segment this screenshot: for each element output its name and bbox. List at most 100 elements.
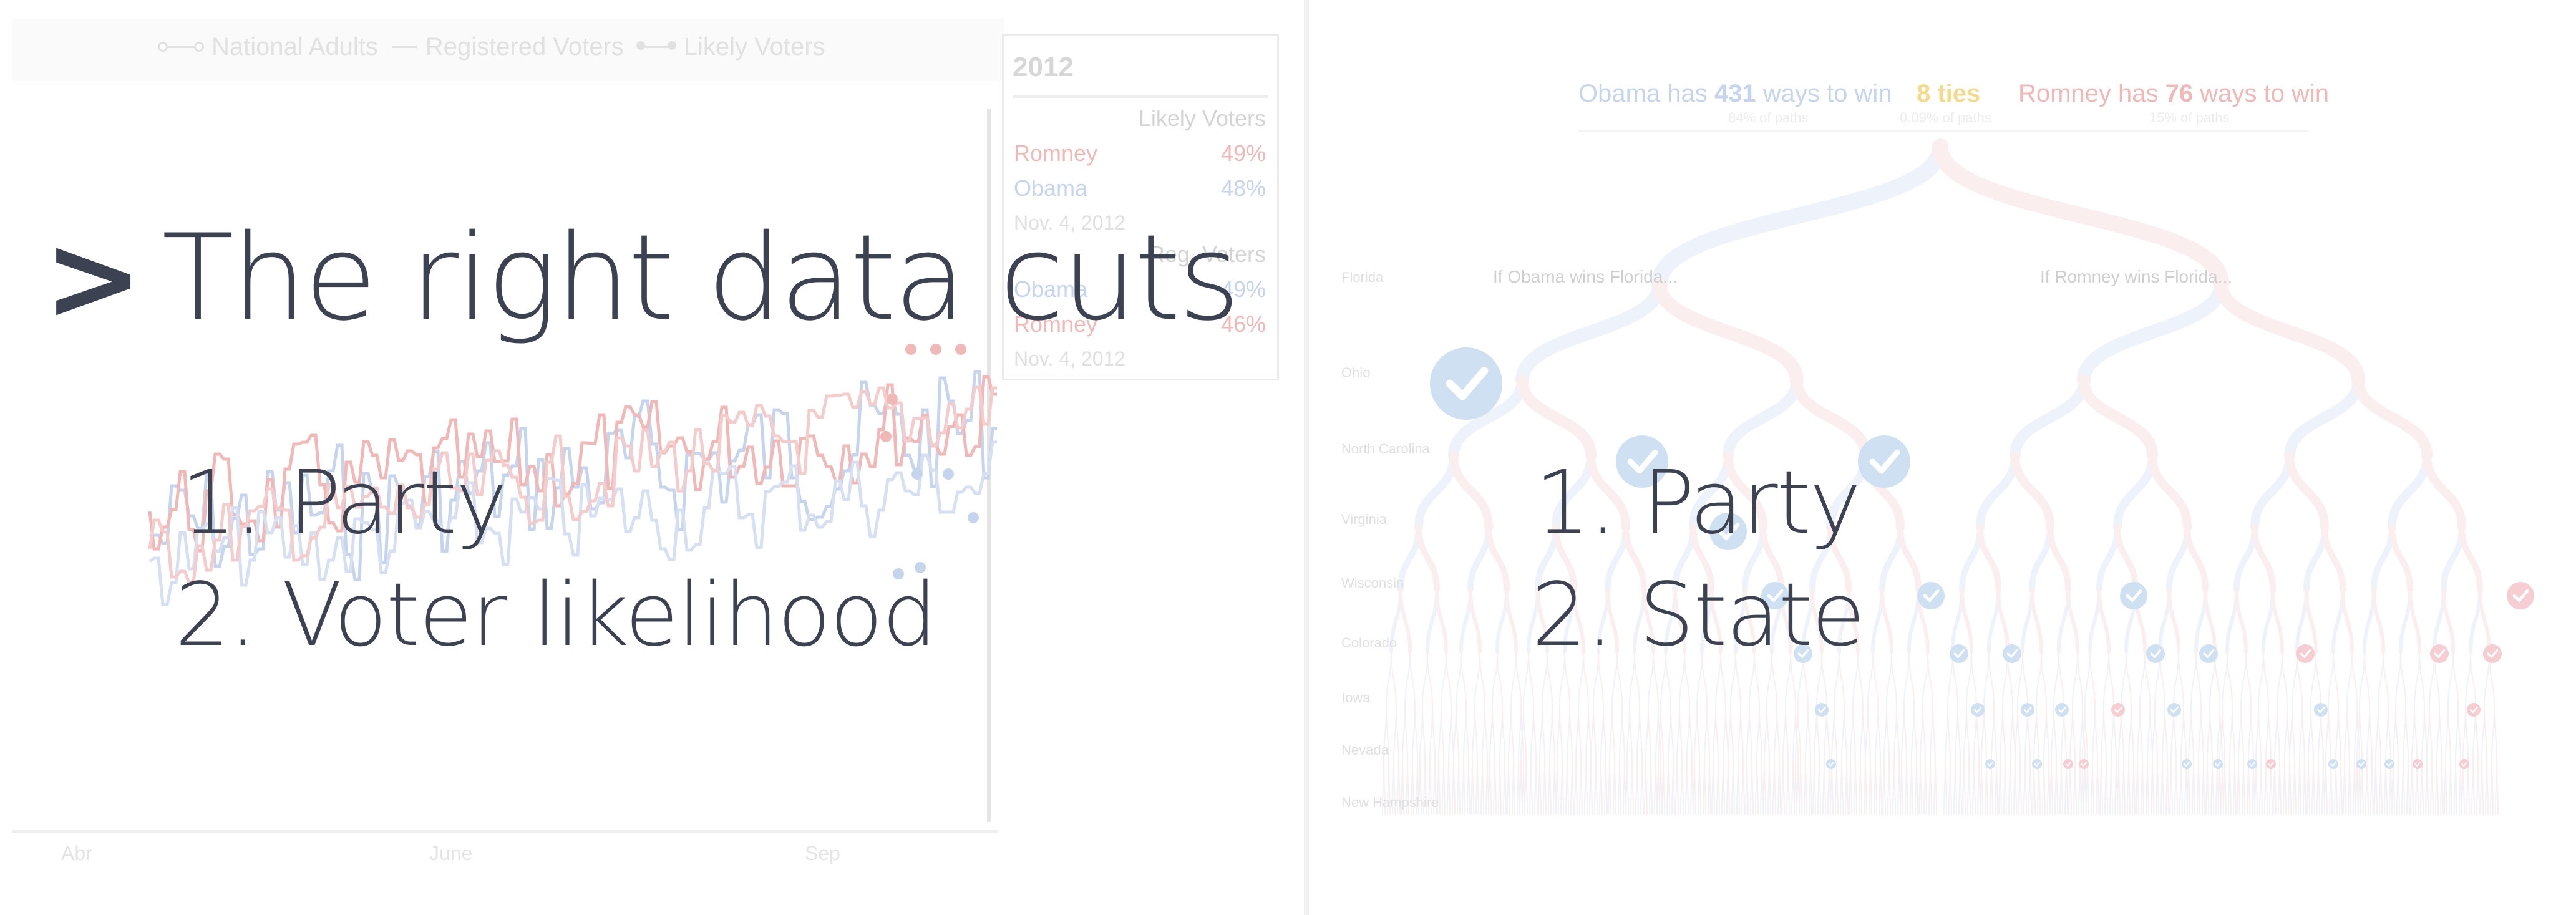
legend-registered-voters[interactable]: Registered Voters [391,33,624,61]
tree-branch [2054,760,2057,815]
checkmark-icon [2146,644,2165,663]
tree-branch [2033,760,2036,815]
tree-branch [2406,760,2409,815]
tree-branch [2269,760,2272,815]
tree-branch [1797,760,1800,815]
tree-branch [2219,707,2223,762]
legend-national-adults[interactable]: National Adults [158,33,378,61]
tree-branch [1886,651,1892,709]
tree-branch [1495,588,1509,654]
tree-branch [1759,707,1762,762]
branch-label-romney-florida[interactable]: If Romney wins Florida... [2040,267,2233,286]
legend-likely-voters[interactable]: Likely Voters [636,33,825,61]
tree-branch [1624,760,1626,815]
tooltip-candidate: Obama [1014,276,1088,302]
tree-branch [2243,760,2245,815]
tree-branch [2092,707,2096,762]
tree-branch [2159,651,2165,709]
tree-branch [1694,760,1696,815]
tree-branch [1604,760,1606,815]
tree-branch [1723,707,1726,762]
tree-branch [1706,707,1710,762]
tree-branch [1764,760,1766,815]
tree-branch [2339,760,2341,815]
tree-branch [2455,707,2459,762]
tree-branch [2449,760,2451,815]
tree-branch [1694,707,1698,762]
checkmark-icon [2032,759,2042,769]
checkmark-icon [2483,644,2502,663]
tree-branch [1916,760,1918,815]
branch-label-obama-florida[interactable]: If Obama wins Florida... [1493,267,1678,286]
tree-branch [2018,760,2021,815]
tree-branch [1663,760,1665,815]
tree-branch [2240,651,2247,709]
tree-branch [1447,760,1449,815]
tree-branch [1698,760,1700,815]
tree-branch [1681,760,1684,815]
tree-branch [2435,760,2437,815]
tree-branch [1504,760,1507,815]
tree-branch [2375,707,2379,762]
tree-branch [2297,651,2303,709]
tree-branch [2289,707,2293,762]
tree-branch [2228,760,2230,815]
tree-branch [2053,707,2057,762]
tree-branch [2425,760,2428,815]
tree-branch [1442,760,1444,815]
checkmark-icon [2120,582,2147,609]
tree-branch [1631,760,1634,815]
tree-branch [2178,651,2184,709]
tree-branch [1883,760,1886,815]
tree-branch [2308,760,2310,815]
tree-branch [1795,707,1799,762]
tree-branch [1923,760,1926,815]
tree-branch [2421,707,2425,762]
tree-branch [2088,588,2101,654]
tree-branch [2195,651,2202,709]
tree-branch [1448,760,1451,815]
tree-branch [1723,375,1802,461]
tree-branch [1432,707,1436,762]
tree-branch [2149,707,2153,762]
state-label: Wisconsin [1341,575,1404,591]
tree-branch [1605,760,1608,815]
tree-branch [1693,760,1695,815]
tree-branch [2029,524,2053,593]
tree-branch [2429,707,2433,762]
tree-branch [2079,707,2083,762]
tree-branch [1900,760,1902,815]
tree-branch [2321,760,2324,815]
tree-branch [2078,760,2081,815]
tree-branch [1508,760,1510,815]
tree-branch [2021,588,2034,654]
tree-branch [2162,760,2164,815]
tree-branch [1507,760,1509,815]
tree-branch [2465,707,2469,762]
tree-branch [2495,760,2497,815]
tree-branch [1865,760,1867,815]
tree-branch [2472,707,2476,762]
tree-branch [1844,707,1847,762]
tree-branch [1456,707,1459,762]
tree-branch [2457,707,2461,762]
tree-branch [2083,760,2086,815]
poll-line-chart [12,109,998,833]
tree-branch [2198,707,2202,762]
tree-branch [1609,760,1611,815]
tree-branch [2279,760,2282,815]
checkmark-icon [2079,759,2089,769]
tree-branch [1933,760,1936,815]
tooltip-value: 48% [1220,175,1266,201]
tree-branch [1877,707,1881,762]
tree-branch [2284,707,2288,762]
tree-branch [2128,760,2131,815]
tree-branch [1703,760,1705,815]
tree-branch [2207,707,2210,762]
tree-branch [1749,707,1752,762]
tree-branch [2348,760,2350,815]
tree-branch [2490,760,2492,815]
tree-branch [2364,651,2370,709]
tree-branch [2248,707,2252,762]
tree-branch [1676,760,1679,815]
